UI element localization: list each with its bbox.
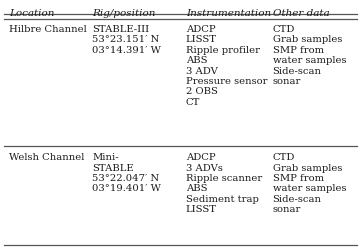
- Text: ADCP
3 ADVs
Ripple scanner
ABS
Sediment trap
LISST: ADCP 3 ADVs Ripple scanner ABS Sediment …: [186, 152, 262, 213]
- Text: ADCP
LISST
Ripple profiler
ABS
3 ADV
Pressure sensor
2 OBS
CT: ADCP LISST Ripple profiler ABS 3 ADV Pre…: [186, 25, 268, 106]
- Text: Rig/position: Rig/position: [92, 9, 156, 18]
- Text: Location: Location: [9, 9, 55, 18]
- Text: STABLE-III
53°23.151′ N
03°14.391′ W: STABLE-III 53°23.151′ N 03°14.391′ W: [92, 25, 161, 55]
- Text: CTD
Grab samples
SMP from
water samples
Side-scan
sonar: CTD Grab samples SMP from water samples …: [273, 152, 346, 213]
- Text: Other data: Other data: [273, 9, 329, 18]
- Text: Welsh Channel: Welsh Channel: [9, 152, 84, 162]
- Text: Instrumentation: Instrumentation: [186, 9, 271, 18]
- Text: Mini-
STABLE
53°22.047′ N
03°19.401′ W: Mini- STABLE 53°22.047′ N 03°19.401′ W: [92, 152, 161, 192]
- Text: Hilbre Channel: Hilbre Channel: [9, 25, 87, 34]
- Text: CTD
Grab samples
SMP from
water samples
Side-scan
sonar: CTD Grab samples SMP from water samples …: [273, 25, 346, 86]
